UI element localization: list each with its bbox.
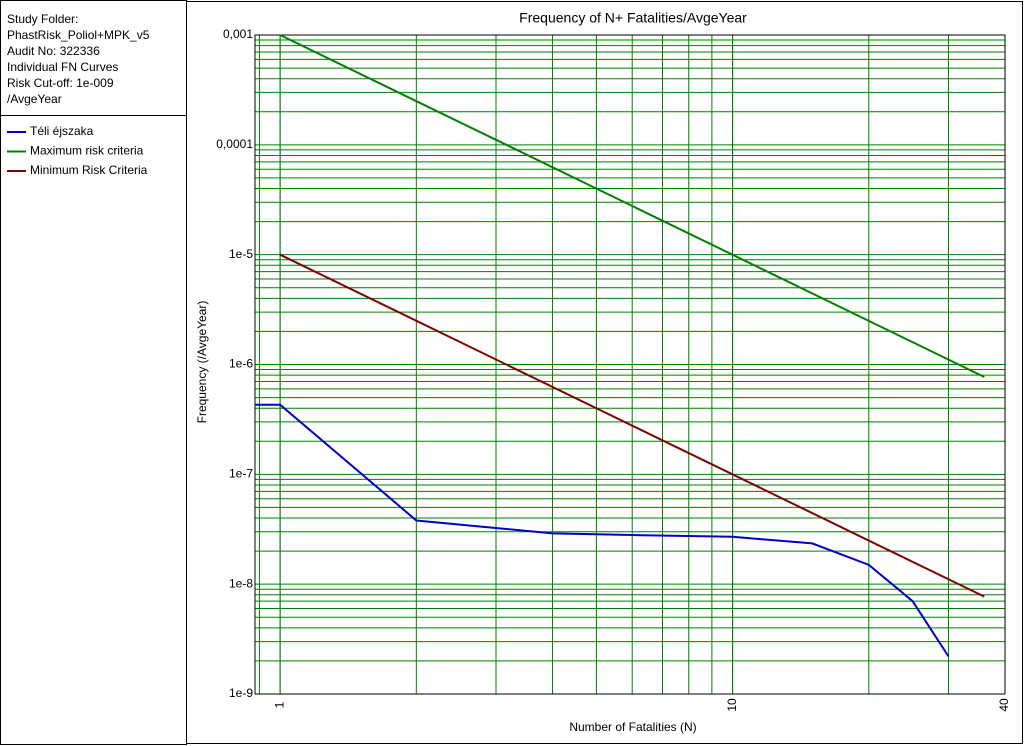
y-tick-label: 1e-8 <box>229 576 253 590</box>
info-line: Study Folder: <box>7 12 78 26</box>
legend-label: Minimum Risk Criteria <box>30 163 148 177</box>
info-box <box>0 0 187 116</box>
y-axis-label: Frequency (/AvgeYear) <box>195 301 209 424</box>
x-axis-label: Number of Fatalities (N) <box>569 720 696 734</box>
series-line <box>279 253 985 598</box>
y-tick-label: 1e-5 <box>229 247 253 261</box>
info-line: Risk Cut-off: 1e-009 <box>7 76 114 90</box>
series-line <box>255 403 950 657</box>
info-line: Individual FN Curves <box>7 60 118 74</box>
legend-label: Téli éjszaka <box>30 124 94 138</box>
x-tick-label: 10 <box>725 698 739 712</box>
plot-area <box>254 34 1006 695</box>
y-tick-label: 1e-9 <box>229 686 253 700</box>
legend-box <box>0 115 187 745</box>
info-line: Audit No: 322336 <box>7 44 100 58</box>
x-tick-label: 40 <box>997 698 1011 712</box>
y-tick-label: 0,0001 <box>216 137 253 151</box>
y-tick-label: 0,001 <box>223 27 253 41</box>
chart-box <box>186 1 1023 744</box>
y-tick-label: 1e-7 <box>229 467 253 481</box>
info-line: /AvgeYear <box>7 92 62 106</box>
x-tick-label: 1 <box>272 701 286 708</box>
legend-label: Maximum risk criteria <box>30 144 144 158</box>
info-line: PhastRisk_Poliol+MPK_v5 <box>7 28 150 42</box>
series-line <box>279 34 985 378</box>
chart-title: Frequency of N+ Fatalities/AvgeYear <box>519 10 747 26</box>
y-tick-label: 1e-6 <box>229 357 253 371</box>
